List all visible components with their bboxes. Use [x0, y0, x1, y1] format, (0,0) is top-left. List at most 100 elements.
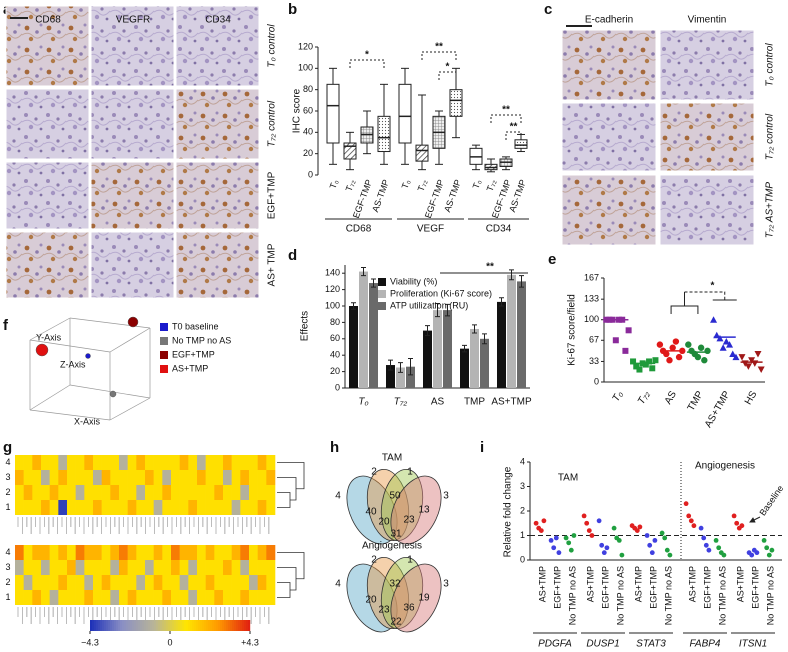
box: [377, 115, 391, 153]
column-header: CD68: [35, 15, 61, 26]
colorbar-step: [236, 620, 239, 631]
x-tick-label: TMP: [464, 397, 485, 408]
heatmap-cell: [188, 485, 198, 500]
x-tick-label: AS+TMP: [735, 566, 745, 602]
colorbar-step: [124, 620, 127, 631]
heatmap-cell: [240, 470, 250, 485]
point: [688, 518, 694, 524]
point: [604, 545, 610, 551]
colorbar-step: [194, 620, 197, 631]
significance-label: *: [446, 62, 450, 73]
y-tick-label: 3: [520, 481, 525, 491]
colorbar-step: [184, 620, 187, 631]
heatmap-cell: [257, 455, 267, 470]
heatmap-cell: [197, 560, 206, 575]
micrograph: [90, 161, 175, 230]
heatmap-cell: [93, 470, 102, 485]
error-bar: [499, 297, 504, 307]
y-tick-label: 80: [330, 317, 340, 327]
colorbar-step: [240, 620, 243, 631]
panel-label: h: [330, 439, 339, 456]
y-tick-label: 140: [325, 268, 340, 278]
heatmap-cell: [67, 590, 76, 605]
colorbar-step: [164, 620, 167, 631]
heatmap-cell: [257, 575, 267, 590]
annotation: Baseline: [757, 483, 785, 517]
venn-set: [380, 556, 424, 630]
panel-label: i: [480, 439, 484, 456]
heatmap-cell: [110, 500, 120, 515]
heatmap-cell: [23, 560, 33, 575]
point: [685, 341, 692, 348]
colorbar-step: [156, 620, 159, 631]
heatmap-cell: [145, 590, 154, 605]
heatmap-cell: [49, 485, 59, 500]
heatmap-cell: [240, 575, 250, 590]
heatmap-cell: [110, 470, 120, 485]
micrograph: [90, 88, 175, 160]
heatmap-cell: [49, 575, 59, 590]
heatmap-cell: [240, 485, 250, 500]
colorbar-step: [162, 620, 165, 631]
colorbar-step: [128, 620, 131, 631]
error-bar: [445, 303, 450, 317]
gene-label: STAT3: [636, 639, 666, 650]
venn-count: 20: [378, 517, 390, 528]
point: [652, 357, 659, 364]
colorbar-step: [98, 620, 101, 631]
venn-set-label: 2: [371, 467, 377, 478]
colorbar-step: [150, 620, 153, 631]
bar: [443, 310, 452, 388]
colorbar-step: [114, 620, 117, 631]
heatmap-cell: [214, 500, 224, 515]
colorbar-step: [122, 620, 125, 631]
colorbar-step: [212, 620, 215, 631]
heatmap-cell: [110, 575, 120, 590]
heatmap-cell: [223, 560, 232, 575]
heatmap-cell: [197, 485, 206, 500]
colorbar-step: [248, 620, 251, 631]
point: [644, 533, 650, 538]
heatmap-cell: [23, 485, 33, 500]
heatmap-cell: [49, 500, 59, 515]
point: [603, 316, 610, 323]
bar: [517, 281, 526, 388]
heatmap-cell: [41, 470, 50, 485]
heatmap-cell: [231, 500, 241, 515]
point: [694, 353, 702, 361]
point: [691, 523, 697, 529]
heatmap-cell: [32, 575, 42, 590]
heatmap-cell: [49, 560, 59, 575]
point: [601, 550, 607, 556]
venn-set: [390, 475, 442, 545]
colorbar-step: [144, 620, 147, 631]
micrograph: [659, 102, 755, 172]
heatmap-cell: [15, 545, 24, 560]
venn-set-label: 3: [443, 491, 449, 502]
colorbar-step: [134, 620, 137, 631]
point: [722, 338, 730, 345]
row-label: 4: [5, 547, 10, 557]
heatmap-cell: [136, 590, 146, 605]
colorbar-step: [170, 620, 173, 631]
colorbar-step: [234, 620, 237, 631]
row-label: T₇₂ control: [765, 113, 776, 160]
colorbar-step: [146, 620, 149, 631]
point: [551, 545, 557, 551]
micrograph: [659, 174, 755, 246]
gene-label: ITSN1: [739, 639, 767, 650]
colorbar-step: [210, 620, 213, 631]
heatmap-cell: [197, 590, 206, 605]
error-bar: [519, 275, 524, 288]
colorbar-step: [178, 620, 181, 631]
heatmap-cell: [197, 545, 206, 560]
axis-box: [29, 384, 71, 411]
legend-swatch: [160, 337, 168, 345]
y-tick-label: 2: [520, 505, 525, 515]
heatmap-cell: [67, 455, 76, 470]
heatmap-cell: [145, 455, 154, 470]
venn-count: 22: [390, 617, 402, 628]
legend-swatch: [378, 278, 386, 286]
point: [761, 538, 767, 543]
